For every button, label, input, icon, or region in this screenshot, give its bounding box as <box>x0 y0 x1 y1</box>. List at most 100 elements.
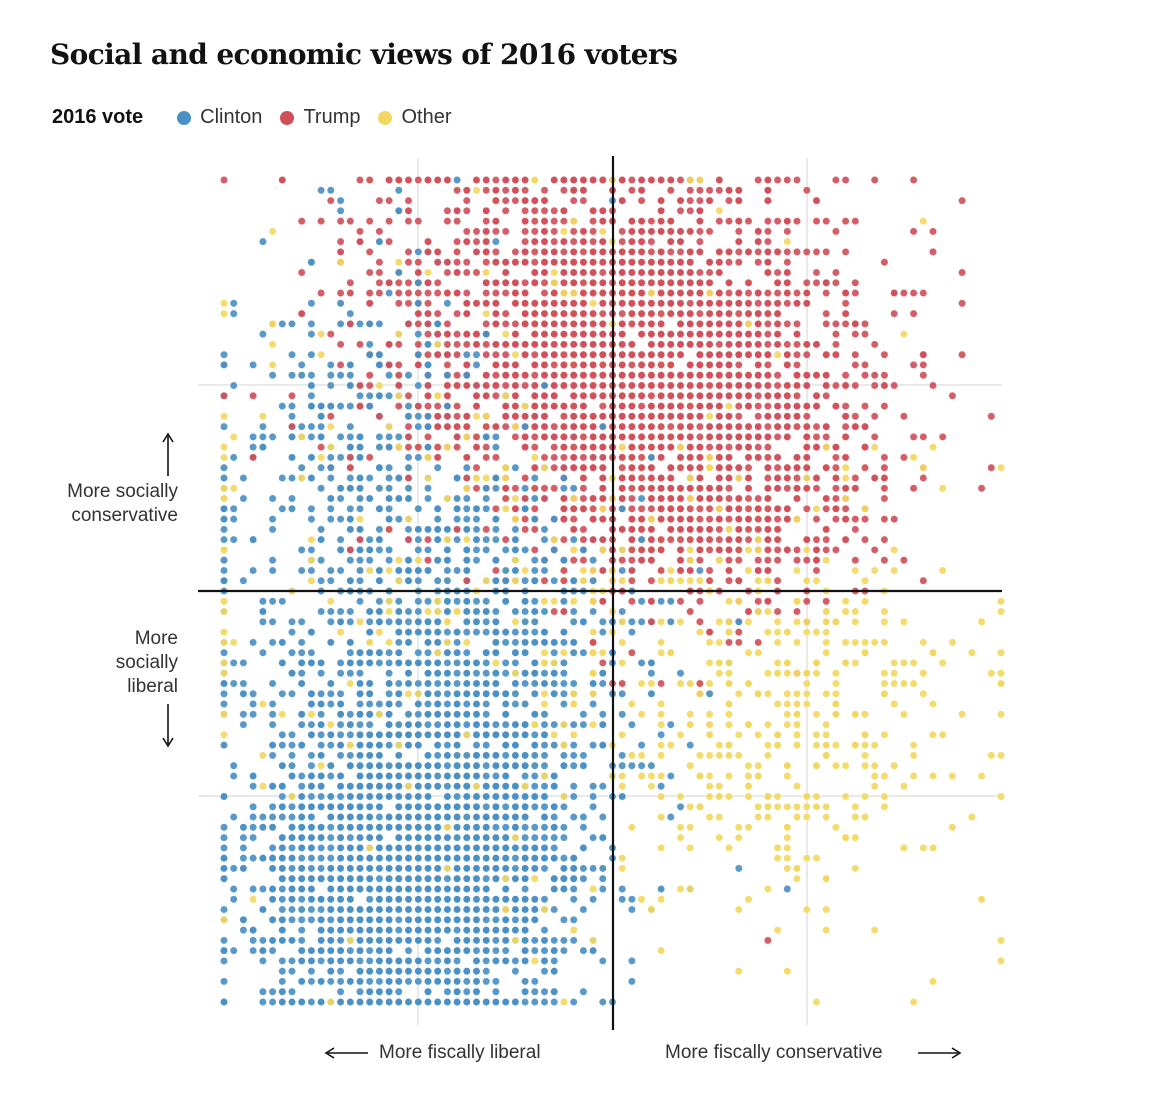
point-clinton <box>385 792 394 801</box>
point-clinton <box>482 761 491 770</box>
point-trump <box>870 545 879 554</box>
point-trump <box>443 412 452 421</box>
point-clinton <box>637 761 646 770</box>
point-clinton <box>385 926 394 935</box>
point-clinton <box>501 946 510 955</box>
point-clinton <box>569 936 578 945</box>
point-trump <box>773 432 782 441</box>
point-trump <box>676 247 685 256</box>
point-clinton <box>443 648 452 657</box>
point-trump <box>802 443 811 452</box>
point-trump <box>589 360 598 369</box>
point-clinton <box>317 792 326 801</box>
point-other <box>783 967 792 976</box>
point-other <box>695 771 704 780</box>
point-other <box>443 617 452 626</box>
point-trump <box>792 422 801 431</box>
point-trump <box>792 545 801 554</box>
point-clinton <box>491 915 500 924</box>
point-clinton <box>443 299 452 308</box>
point-other <box>919 669 928 678</box>
point-trump <box>763 196 772 205</box>
point-trump <box>559 453 568 462</box>
point-other <box>812 792 821 801</box>
point-other <box>715 504 724 513</box>
point-clinton <box>511 535 520 544</box>
point-trump <box>666 432 675 441</box>
point-other <box>724 741 733 750</box>
point-clinton <box>394 751 403 760</box>
point-trump <box>453 340 462 349</box>
point-other <box>792 812 801 821</box>
point-clinton <box>307 720 316 729</box>
point-other <box>559 648 568 657</box>
point-other <box>822 905 831 914</box>
point-trump <box>715 309 724 318</box>
point-clinton <box>550 812 559 821</box>
point-trump <box>792 350 801 359</box>
point-clinton <box>307 566 316 575</box>
point-clinton <box>365 977 374 986</box>
point-trump <box>579 391 588 400</box>
point-trump <box>511 432 520 441</box>
point-trump <box>919 371 928 380</box>
point-other <box>870 741 879 750</box>
point-clinton <box>414 597 423 606</box>
point-clinton <box>404 720 413 729</box>
point-other <box>754 771 763 780</box>
point-clinton <box>365 473 374 482</box>
point-trump <box>540 217 549 226</box>
point-clinton <box>394 432 403 441</box>
point-trump <box>550 299 559 308</box>
point-other <box>860 812 869 821</box>
point-trump <box>851 319 860 328</box>
point-clinton <box>287 771 296 780</box>
point-other <box>724 679 733 688</box>
point-trump <box>414 217 423 226</box>
point-other <box>783 628 792 637</box>
point-clinton <box>559 484 568 493</box>
point-other <box>744 761 753 770</box>
point-trump <box>579 443 588 452</box>
legend-item-clinton: Clinton <box>177 106 262 129</box>
point-other <box>860 597 869 606</box>
point-trump <box>695 278 704 287</box>
point-other <box>550 268 559 277</box>
point-trump <box>462 268 471 277</box>
point-trump <box>812 340 821 349</box>
point-clinton <box>287 730 296 739</box>
point-trump <box>763 217 772 226</box>
point-clinton <box>317 710 326 719</box>
point-trump <box>666 515 675 524</box>
point-clinton <box>346 484 355 493</box>
point-trump <box>754 597 763 606</box>
point-clinton <box>297 422 306 431</box>
point-clinton <box>666 720 675 729</box>
point-clinton <box>287 936 296 945</box>
point-other <box>977 895 986 904</box>
point-clinton <box>462 350 471 359</box>
point-clinton <box>550 802 559 811</box>
point-other <box>928 843 937 852</box>
point-clinton <box>491 823 500 832</box>
point-trump <box>734 360 743 369</box>
point-clinton <box>404 823 413 832</box>
point-trump <box>783 176 792 185</box>
point-clinton <box>423 443 432 452</box>
point-trump <box>501 350 510 359</box>
point-other <box>705 771 714 780</box>
point-clinton <box>336 319 345 328</box>
point-trump <box>860 319 869 328</box>
point-trump <box>618 525 627 534</box>
point-trump <box>501 186 510 195</box>
point-clinton <box>326 607 335 616</box>
point-clinton <box>618 607 627 616</box>
point-other <box>802 812 811 821</box>
point-trump <box>860 443 869 452</box>
point-trump <box>394 176 403 185</box>
point-trump <box>472 247 481 256</box>
point-other <box>928 443 937 452</box>
point-clinton <box>317 422 326 431</box>
point-other <box>754 607 763 616</box>
point-other <box>618 730 627 739</box>
